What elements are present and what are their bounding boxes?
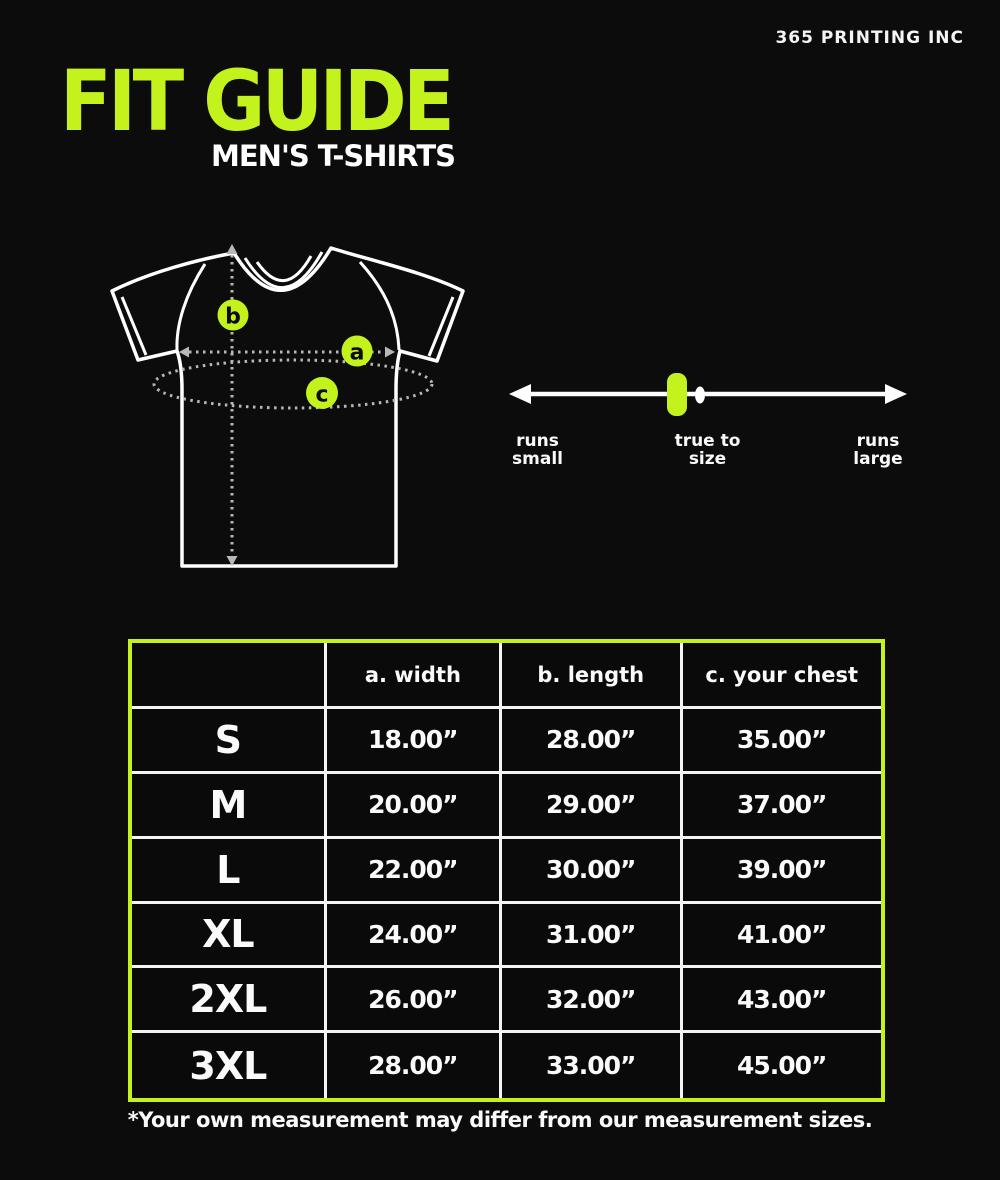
value-cell: 43.00” <box>682 968 881 1034</box>
measure-point-a <box>341 335 373 367</box>
right-armhole-seam <box>358 260 401 351</box>
value-cell: 28.00” <box>502 709 683 774</box>
tshirt-measurement-diagram: b a c <box>110 244 465 568</box>
measure-point-a-label: a <box>350 341 365 366</box>
fit-scale-marker <box>667 373 687 416</box>
fit-scale-arrow-right-icon <box>885 384 907 404</box>
width-arrow-left-icon <box>179 346 189 358</box>
value-cell: 31.00” <box>502 903 683 969</box>
measure-point-c-label: c <box>315 383 328 408</box>
header-cell-blank <box>132 643 327 709</box>
measure-point-b <box>217 299 249 331</box>
value-cell: 35.00” <box>682 709 881 774</box>
value-cell: 45.00” <box>736 1051 828 1081</box>
value-cell: 28.00” <box>327 1033 502 1098</box>
fit-scale-slider <box>509 373 907 416</box>
left-armhole-seam <box>175 263 207 351</box>
size-cell: 3XL <box>132 1033 327 1098</box>
header-cell-width: a. width <box>326 643 502 709</box>
value-cell: 41.00” <box>682 904 881 969</box>
value-cell: 24.00” <box>326 903 502 969</box>
size-cell: XL <box>132 903 327 969</box>
value-cell: 37.00” <box>682 774 881 839</box>
value-cell: 29.00” <box>502 773 683 839</box>
right-cuff-line <box>427 296 455 357</box>
value-cell: 39.00” <box>682 839 881 904</box>
brand-name: 365 PRINTING INC <box>775 28 964 48</box>
value-cell: 22.00” <box>326 838 502 904</box>
fit-scale-label-runs-large: runs large <box>853 431 903 469</box>
fit-scale-arrow-left-icon <box>509 384 531 404</box>
size-cell: L <box>132 838 327 904</box>
header-cell-chest: c. your chest <box>682 643 881 709</box>
chest-measure-ellipse <box>152 358 434 410</box>
page-title: FIT GUIDE <box>60 52 455 150</box>
value-cell: 20.00” <box>326 773 502 839</box>
collar-inner-line-2 <box>255 255 313 282</box>
value-cell: 26.00” <box>326 968 502 1034</box>
tshirt-outline <box>110 246 465 568</box>
left-cuff-line <box>120 296 148 356</box>
length-arrow-up-icon <box>226 244 238 254</box>
fit-scale-label-true-to-size: true to size <box>674 431 741 469</box>
size-cell: S <box>132 709 327 774</box>
size-cell: 2XL <box>132 968 327 1034</box>
value-cell: 33.00” <box>502 1033 683 1098</box>
width-arrow-right-icon <box>385 346 395 358</box>
header-cell-length: b. length <box>502 643 683 709</box>
measure-point-b-label: b <box>225 305 241 330</box>
value-cell: 18.00” <box>326 709 502 774</box>
measure-point-c <box>306 377 338 409</box>
page-subtitle: MEN'S T-SHIRTS <box>211 139 456 173</box>
size-table: a. width b. length c. your chest S 18.00… <box>128 639 885 1102</box>
length-arrow-down-icon <box>226 556 238 566</box>
collar-inner-line-1 <box>243 251 324 289</box>
value-cell: 32.00” <box>502 968 683 1034</box>
value-cell: 30.00” <box>502 838 683 904</box>
measurement-disclaimer: *Your own measurement may differ from ou… <box>127 1108 873 1132</box>
size-cell: M <box>132 773 327 839</box>
fit-scale-label-runs-small: runs small <box>512 431 563 469</box>
fit-scale-dot <box>695 386 705 404</box>
